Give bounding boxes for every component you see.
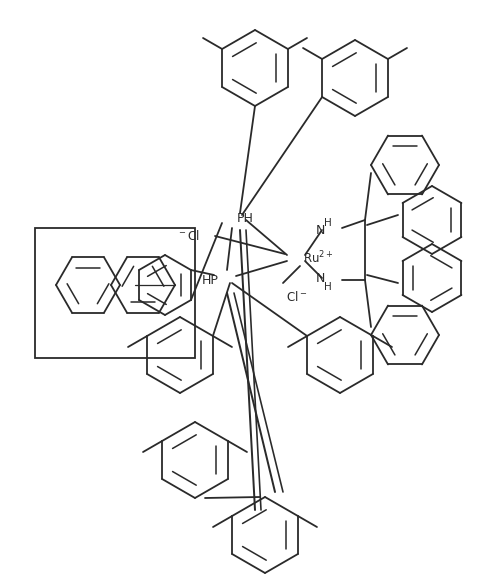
Text: H: H <box>324 218 332 228</box>
Text: N: N <box>316 272 325 285</box>
Text: Ru$^{2+}$: Ru$^{2+}$ <box>303 249 334 266</box>
Text: Cl$^-$: Cl$^-$ <box>286 290 307 304</box>
Text: HP: HP <box>202 274 219 286</box>
Bar <box>35 228 195 358</box>
Text: N: N <box>316 224 325 237</box>
Text: PH: PH <box>237 211 254 224</box>
Text: $^-$Cl: $^-$Cl <box>177 229 200 243</box>
Text: H: H <box>324 282 332 292</box>
